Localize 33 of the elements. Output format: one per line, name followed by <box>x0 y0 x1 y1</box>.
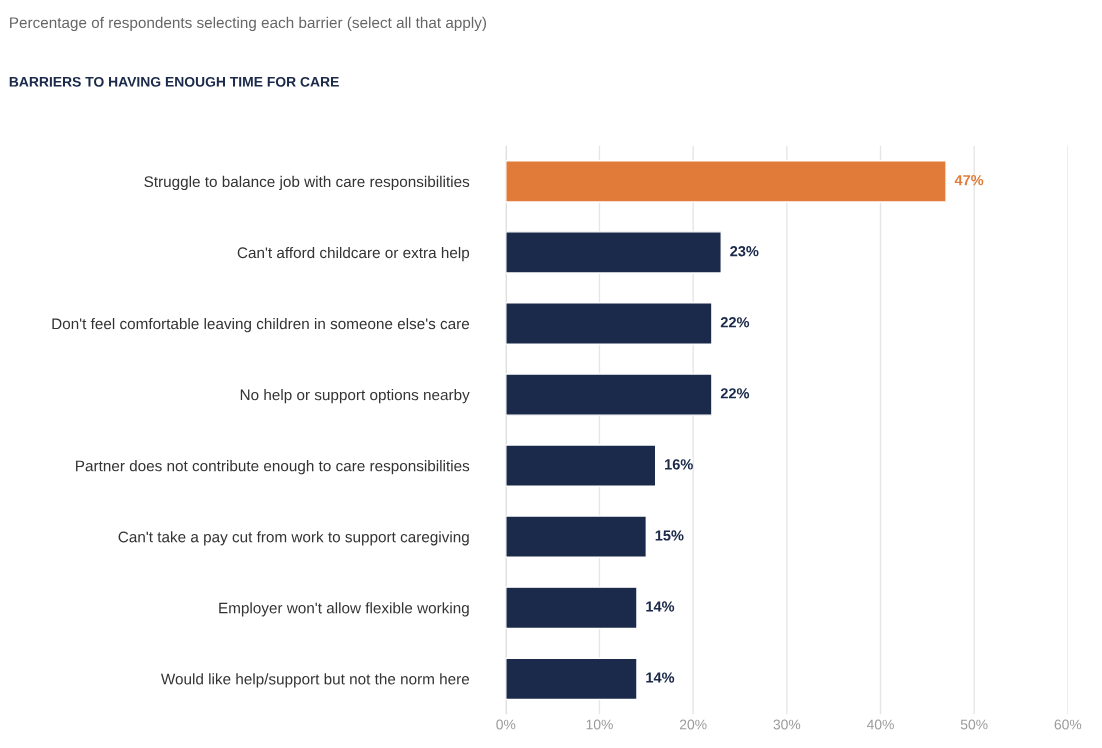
x-tick-label: 30% <box>773 719 801 730</box>
text: BARRIERS TO HAVING ENOUGH TIME FOR CARE <box>9 76 339 87</box>
data-label: 14% <box>646 672 675 683</box>
bar <box>505 515 648 558</box>
y-tick-label: Employer won't allow flexible working <box>219 602 469 617</box>
x-tick-label: 40% <box>866 719 894 730</box>
data-label: 22% <box>720 317 750 328</box>
y-tick-label: Can't afford childcare or extra help <box>237 246 470 262</box>
y-tick-label: Partner does not contribute enough to care responsibilities <box>76 460 470 475</box>
data-label: 22% <box>720 388 750 399</box>
bar <box>505 373 713 416</box>
x-tick-label: 20% <box>679 719 707 730</box>
bar <box>505 586 638 630</box>
bar <box>505 444 657 487</box>
bar <box>505 302 713 345</box>
data-label: 15% <box>655 530 684 541</box>
x-tick-label: 0% <box>496 719 516 730</box>
bar <box>505 160 947 203</box>
bar <box>505 231 722 274</box>
x-tick-label: 60% <box>1054 719 1082 730</box>
y-tick-label: Can't take a pay cut from work to support caregiving <box>118 531 469 546</box>
y-tick-label: No help or support options nearby <box>240 389 470 404</box>
data-label: 47% <box>954 175 984 186</box>
bar <box>505 657 638 701</box>
data-label: 14% <box>646 601 675 612</box>
x-tick-label: 10% <box>586 719 613 730</box>
y-tick-label: Struggle to balance job with care responsibilities <box>144 175 470 191</box>
text: Percentage of respondents selecting each barrier (select all that apply) <box>10 16 486 32</box>
x-tick-label: 50% <box>960 719 988 730</box>
y-tick-label: Don't feel comfortable leaving children in someone else's care <box>52 317 470 333</box>
data-label: 16% <box>665 459 693 470</box>
data-label: 23% <box>730 246 759 257</box>
y-tick-label: Would like help/support but not the norm here <box>160 673 470 688</box>
